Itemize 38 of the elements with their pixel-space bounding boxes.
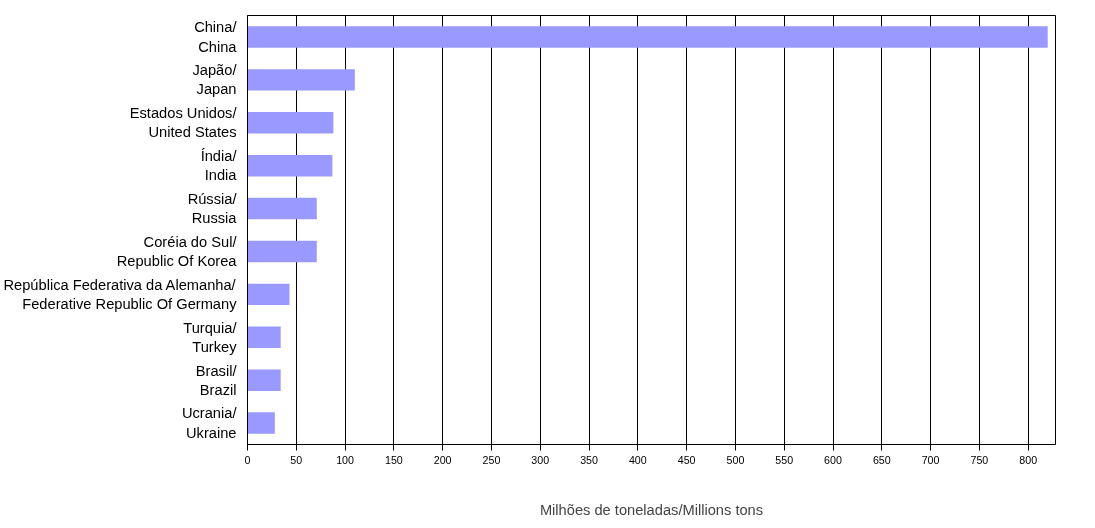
x-tick-label: 600 <box>824 453 842 466</box>
y-tick-label: Turquia/ Turkey <box>183 319 238 355</box>
bar <box>247 369 281 391</box>
bar <box>247 240 317 263</box>
y-tick-label: Estados Unidos/ United States <box>129 105 238 141</box>
x-tick-label: 700 <box>921 453 940 466</box>
x-tick-label: 750 <box>970 453 989 466</box>
x-tick-label: 300 <box>531 453 550 466</box>
bar <box>247 283 290 306</box>
x-tick-label: 650 <box>872 453 891 466</box>
bar <box>247 69 355 91</box>
y-tick-label: China/ China <box>194 19 238 55</box>
y-tick-label: Índia/ India <box>200 148 238 184</box>
y-tick-label: República Federativa da Alemanha/ Federative Republic Of Germany <box>3 276 238 312</box>
bar <box>247 112 334 134</box>
x-tick-label: 0 <box>244 453 251 466</box>
x-tick-label: 400 <box>628 453 647 466</box>
y-tick-label: Ucrania/ Ukraine <box>181 405 238 441</box>
x-tick-label: 150 <box>384 453 403 466</box>
bar <box>247 26 1048 48</box>
x-axis-title: Milhões de toneladas/Millions tons <box>539 501 764 518</box>
y-tick-label: Japão/ Japan <box>192 62 238 98</box>
y-tick-label: Brasil/ Brazil <box>195 362 238 398</box>
bar <box>247 197 317 220</box>
x-tick-label: 250 <box>482 453 501 466</box>
bar <box>247 412 275 434</box>
y-tick-label: Rússia/ Russia <box>187 190 238 227</box>
x-tick-label: 50 <box>290 453 303 466</box>
y-tick-label: Coréia do Sul/ Republic Of Korea <box>116 233 238 270</box>
x-tick-label: 550 <box>775 453 794 466</box>
x-tick-label: 500 <box>726 453 745 466</box>
bar <box>247 154 333 177</box>
x-tick-label: 450 <box>677 453 696 466</box>
x-tick-label: 350 <box>580 453 599 466</box>
bar <box>247 326 281 348</box>
x-tick-label: 800 <box>1019 453 1038 466</box>
x-tick-label: 200 <box>433 453 452 466</box>
x-tick-label: 100 <box>336 453 355 466</box>
